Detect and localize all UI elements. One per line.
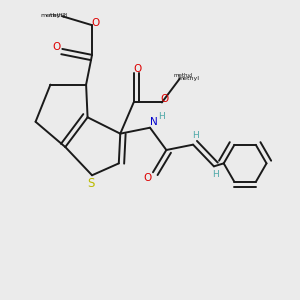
Text: methyl2: methyl2: [40, 13, 66, 18]
Text: methyl: methyl: [48, 13, 68, 18]
Text: O: O: [53, 42, 61, 52]
Text: O: O: [91, 18, 99, 28]
Text: H: H: [158, 112, 165, 121]
Text: O: O: [143, 172, 152, 183]
Text: O: O: [161, 94, 169, 104]
Text: H: H: [192, 131, 199, 140]
Text: H: H: [212, 170, 218, 179]
Text: O: O: [133, 64, 141, 74]
Text: S: S: [87, 177, 94, 190]
Text: N: N: [150, 117, 158, 127]
Text: methyl: methyl: [173, 73, 192, 78]
Text: methyl: methyl: [177, 76, 199, 81]
